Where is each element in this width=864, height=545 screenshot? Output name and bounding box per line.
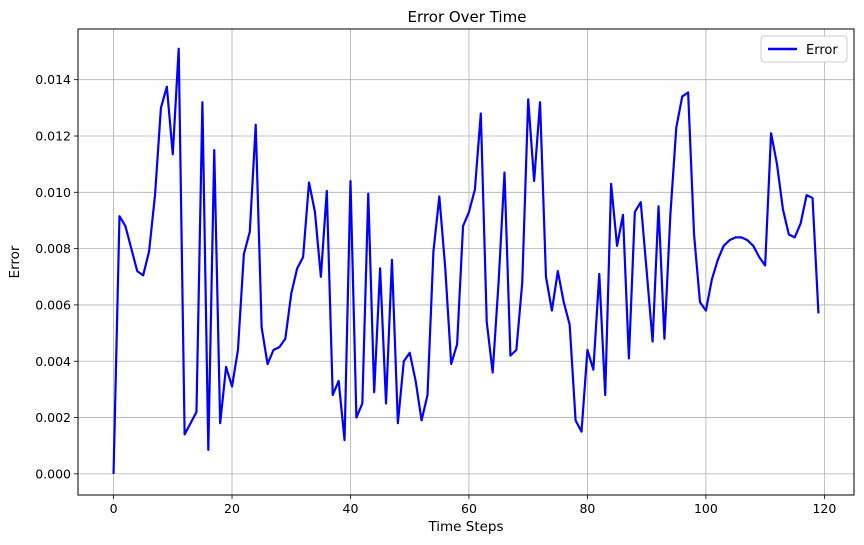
y-tick-label: 0.014 xyxy=(35,72,71,87)
x-tick-label: 80 xyxy=(579,501,595,516)
legend: Error xyxy=(760,35,848,63)
y-tick-label: 0.008 xyxy=(35,241,71,256)
y-tick-label: 0.000 xyxy=(35,466,71,481)
x-tick-label: 20 xyxy=(224,501,240,516)
y-tick-label: 0.010 xyxy=(35,185,71,200)
x-axis: 0 20 40 60 80 100 120 xyxy=(110,495,836,516)
x-axis-title: Time Steps xyxy=(427,519,503,535)
series-line-error xyxy=(112,47,820,474)
y-tick-label: 0.012 xyxy=(35,128,71,143)
legend-box xyxy=(760,35,848,63)
y-tick-label: 0.002 xyxy=(35,410,71,425)
x-tick-label: 40 xyxy=(343,501,359,516)
grid xyxy=(78,29,854,495)
x-tick-label: 120 xyxy=(812,501,836,516)
legend-label: Error xyxy=(806,43,838,58)
y-tick-label: 0.006 xyxy=(35,297,71,312)
chart-title: Error Over Time xyxy=(408,8,527,26)
y-tick-label: 0.004 xyxy=(35,354,71,369)
y-axis: 0.000 0.002 0.004 0.006 0.008 0.010 0.012 0.014 xyxy=(35,72,78,481)
y-axis-title: Error xyxy=(7,245,23,278)
x-tick-label: 100 xyxy=(694,501,718,516)
x-tick-label: 60 xyxy=(461,501,477,516)
series-layer xyxy=(112,47,820,474)
x-tick-label: 0 xyxy=(110,501,118,516)
plot-frame xyxy=(77,28,855,496)
